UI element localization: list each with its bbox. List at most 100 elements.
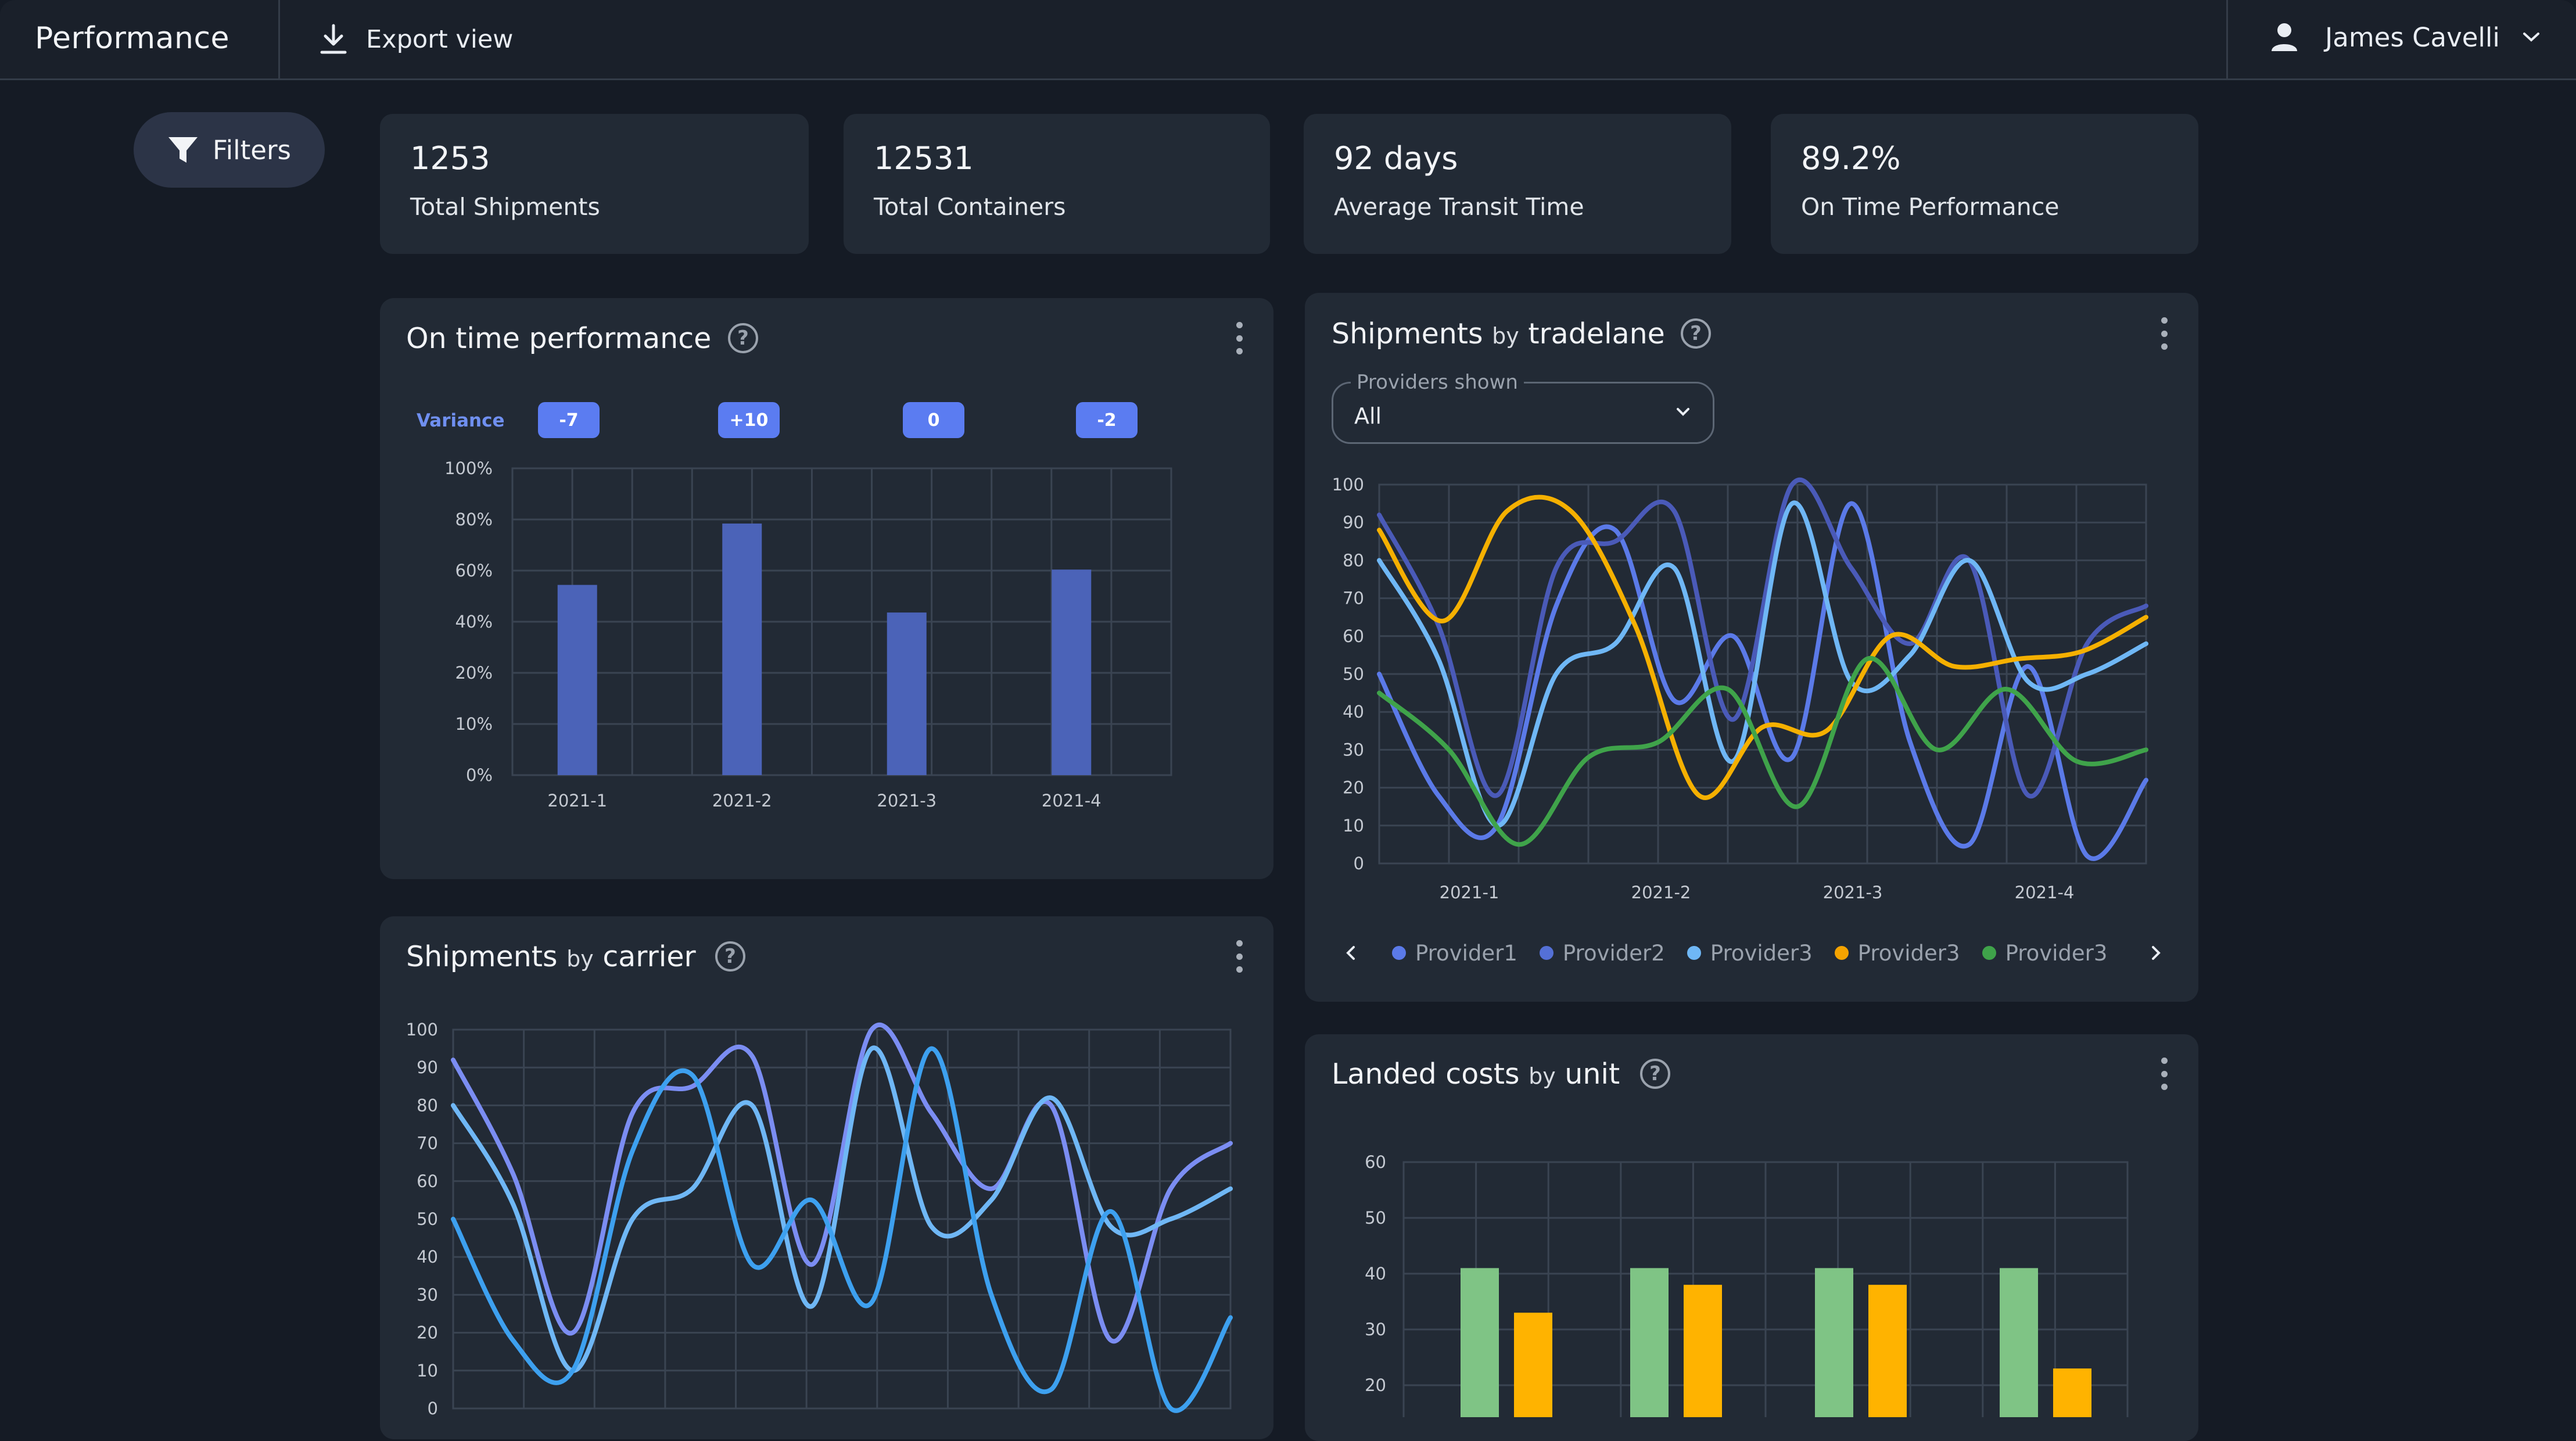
y-tick-label: 60 (1365, 1152, 1386, 1172)
y-tick-label: 0% (466, 765, 493, 785)
bar (722, 524, 762, 775)
help-icon[interactable]: ? (1640, 1059, 1670, 1089)
legend-item[interactable]: Provider3 (1687, 941, 1813, 966)
title-dimension: carrier (602, 940, 696, 973)
title-dimension: tradelane (1528, 317, 1665, 350)
y-tick-label: 0 (428, 1399, 438, 1417)
y-tick-label: 30 (1343, 740, 1364, 759)
legend-item[interactable]: Provider1 (1392, 941, 1517, 966)
series-line (1377, 477, 2148, 799)
download-icon (320, 24, 347, 54)
title-main: Shipments (1332, 317, 1483, 350)
x-tick-label: 2021-2 (1631, 883, 1691, 902)
stat-card-average-transit: 92 days Average Transit Time (1304, 114, 1731, 254)
legend-dot (1392, 946, 1406, 960)
series-line (451, 1046, 1233, 1413)
legend-dot (1539, 946, 1554, 960)
more-options-icon[interactable] (2160, 317, 2168, 350)
bar (1815, 1268, 1853, 1417)
y-tick-label: 80% (455, 510, 493, 529)
variance-badge: 0 (903, 402, 964, 438)
variance-badge: +10 (718, 402, 780, 438)
title-main: Landed costs (1332, 1058, 1520, 1091)
y-tick-label: 40% (455, 612, 493, 632)
bar (557, 585, 597, 775)
bar (2053, 1368, 2091, 1417)
bar (1684, 1285, 1722, 1417)
top-bar: Performance Export view James Cavelli (0, 0, 2576, 80)
series-line (1377, 655, 2148, 847)
stat-value: 1253 (410, 140, 490, 177)
filters-button[interactable]: Filters (134, 112, 325, 188)
more-options-icon[interactable] (1235, 322, 1243, 354)
y-tick-label: 20% (455, 663, 493, 683)
bar (2000, 1268, 2038, 1417)
x-tick-label: 2021-3 (1823, 883, 1883, 902)
landed-costs-by-unit-card (1305, 1034, 2198, 1441)
legend-item[interactable]: Provider3 (1834, 941, 1960, 966)
bar (1461, 1268, 1499, 1417)
card-title: Landed costs by unit (1332, 1058, 1620, 1091)
export-view-button[interactable]: Export view (318, 23, 513, 56)
y-tick-label: 40 (417, 1247, 438, 1267)
chevron-down-icon (2523, 33, 2539, 42)
x-tick-label: 2021-1 (547, 791, 607, 811)
legend-dot (1834, 946, 1849, 960)
series-line (1377, 500, 2148, 828)
bar (1630, 1268, 1669, 1417)
y-tick-label: 50 (417, 1209, 438, 1229)
series-line (451, 1022, 1233, 1344)
shipments-by-carrier-card (380, 916, 1273, 1439)
legend-item[interactable]: Provider2 (1539, 941, 1665, 966)
chevron-right-icon[interactable] (2147, 942, 2165, 963)
more-options-icon[interactable] (1235, 940, 1243, 973)
x-tick-label: 2021-4 (1042, 791, 1102, 811)
bar (1514, 1313, 1552, 1417)
bar (1052, 569, 1092, 775)
card-title: On time performance (406, 322, 712, 355)
y-tick-label: 40 (1343, 702, 1364, 722)
legend-dot (1982, 946, 1996, 960)
y-tick-label: 10 (417, 1361, 438, 1381)
y-tick-label: 10 (1343, 816, 1364, 836)
divider (278, 0, 280, 80)
stat-label: Average Transit Time (1334, 193, 1584, 221)
select-value: All (1354, 403, 1382, 429)
help-icon[interactable]: ? (728, 323, 758, 353)
y-tick-label: 40 (1365, 1264, 1386, 1284)
y-tick-label: 50 (1343, 664, 1364, 684)
y-tick-label: 60 (1343, 626, 1364, 646)
legend-dot (1687, 946, 1701, 960)
y-tick-label: 100 (1332, 475, 1364, 494)
y-tick-label: 20 (1365, 1375, 1386, 1395)
on-time-performance-card (380, 298, 1273, 879)
stat-card-on-time-performance: 89.2% On Time Performance (1771, 114, 2198, 254)
select-label: Providers shown (1351, 371, 1524, 394)
chevron-down-icon (1677, 408, 1689, 416)
y-tick-label: 100% (444, 459, 493, 478)
title-dimension: unit (1565, 1058, 1620, 1091)
y-tick-label: 70 (417, 1134, 438, 1153)
carrier-line-chart: 0 10 20 30 40 50 60 70 80 90 100 (406, 1020, 1233, 1417)
y-tick-label: 20 (1343, 778, 1364, 798)
stat-label: On Time Performance (1801, 193, 2060, 221)
providers-shown-select[interactable]: Providers shown All (1332, 371, 1714, 444)
landed-costs-bar-chart: 60 50 40 30 20 (1365, 1152, 2129, 1417)
x-tick-label: 2021-2 (712, 791, 772, 811)
y-tick-label: 70 (1343, 589, 1364, 608)
chevron-left-icon[interactable] (1342, 942, 1359, 963)
filter-icon (168, 137, 198, 163)
y-tick-label: 50 (1365, 1208, 1386, 1228)
y-tick-label: 30 (1365, 1320, 1386, 1339)
help-icon[interactable]: ? (715, 941, 745, 972)
legend-item[interactable]: Provider3 (1982, 941, 2107, 966)
user-icon (2272, 23, 2297, 51)
user-menu[interactable]: James Cavelli (2269, 21, 2541, 53)
bar (887, 612, 927, 775)
variance-badge: -2 (1076, 402, 1138, 438)
more-options-icon[interactable] (2160, 1058, 2168, 1090)
help-icon[interactable]: ? (1681, 318, 1711, 349)
series-line (1377, 494, 2148, 800)
x-tick-label: 2021-4 (2015, 883, 2075, 902)
y-tick-label: 90 (417, 1058, 438, 1077)
